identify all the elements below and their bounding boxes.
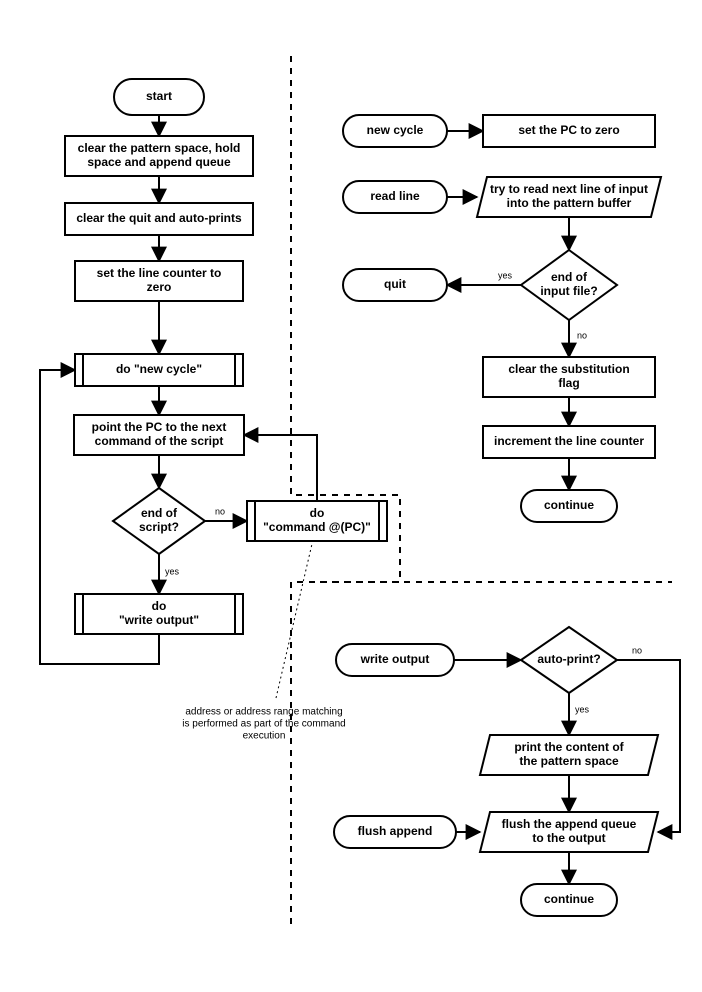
edge-label: no <box>215 506 225 516</box>
node-label-end_script: script? <box>139 520 179 534</box>
node-label-clear_sub: flag <box>558 376 579 390</box>
node-label-print_pat: print the content of <box>514 740 624 754</box>
node-label-do_write: "write output" <box>119 613 199 627</box>
node-label-try_read: try to read next line of input <box>490 182 648 196</box>
annotation-text: address or address range matching <box>185 707 342 718</box>
node-label-continue1: continue <box>544 498 594 512</box>
node-label-end_input: input file? <box>540 284 597 298</box>
node-label-print_pat: the pattern space <box>519 754 619 768</box>
node-label-end_input: end of <box>551 270 588 284</box>
node-label-continue2: continue <box>544 892 594 906</box>
edge-label: yes <box>165 566 180 576</box>
edge-label: no <box>632 645 642 655</box>
edge-label: no <box>577 330 587 340</box>
node-label-end_script: end of <box>141 506 178 520</box>
annotation-leader <box>276 544 312 698</box>
node-label-point_pc: point the PC to the next <box>92 420 227 434</box>
edge-label: yes <box>575 704 590 714</box>
annotation-text: execution <box>243 731 286 742</box>
node-label-set_pc_zero: set the PC to zero <box>518 123 619 137</box>
node-label-newcycle_t: new cycle <box>367 123 424 137</box>
node-label-flushapp_t: flush append <box>358 824 433 838</box>
node-label-flush_q: to the output <box>532 831 605 845</box>
node-label-inc_lc: increment the line counter <box>494 434 644 448</box>
node-label-writeout_t: write output <box>360 652 430 666</box>
node-label-set_lc_zero: zero <box>147 280 172 294</box>
node-label-clear_pat: space and append queue <box>87 155 231 169</box>
edge-label: yes <box>498 270 513 280</box>
node-label-do_newcycle: do "new cycle" <box>116 362 202 376</box>
node-label-clear_quit: clear the quit and auto-prints <box>76 211 242 225</box>
node-label-try_read: into the pattern buffer <box>507 196 632 210</box>
node-label-clear_pat: clear the pattern space, hold <box>78 141 241 155</box>
node-label-do_write: do <box>152 599 167 613</box>
node-label-clear_sub: clear the substitution <box>508 362 629 376</box>
node-label-set_lc_zero: set the line counter to <box>97 266 222 280</box>
flowchart-canvas: address or address range matchingis perf… <box>0 0 702 992</box>
node-label-do_cmd: do <box>310 506 325 520</box>
node-label-flush_q: flush the append queue <box>502 817 637 831</box>
node-label-point_pc: command of the script <box>95 434 224 448</box>
node-label-autoprint: auto-print? <box>537 652 600 666</box>
flow-edge <box>244 435 317 501</box>
node-label-do_cmd: "command @(PC)" <box>263 520 371 534</box>
node-label-quit_t: quit <box>384 277 406 291</box>
node-label-start: start <box>146 89 172 103</box>
node-label-readline_t: read line <box>370 189 420 203</box>
annotation-text: is performed as part of the command <box>182 719 345 730</box>
